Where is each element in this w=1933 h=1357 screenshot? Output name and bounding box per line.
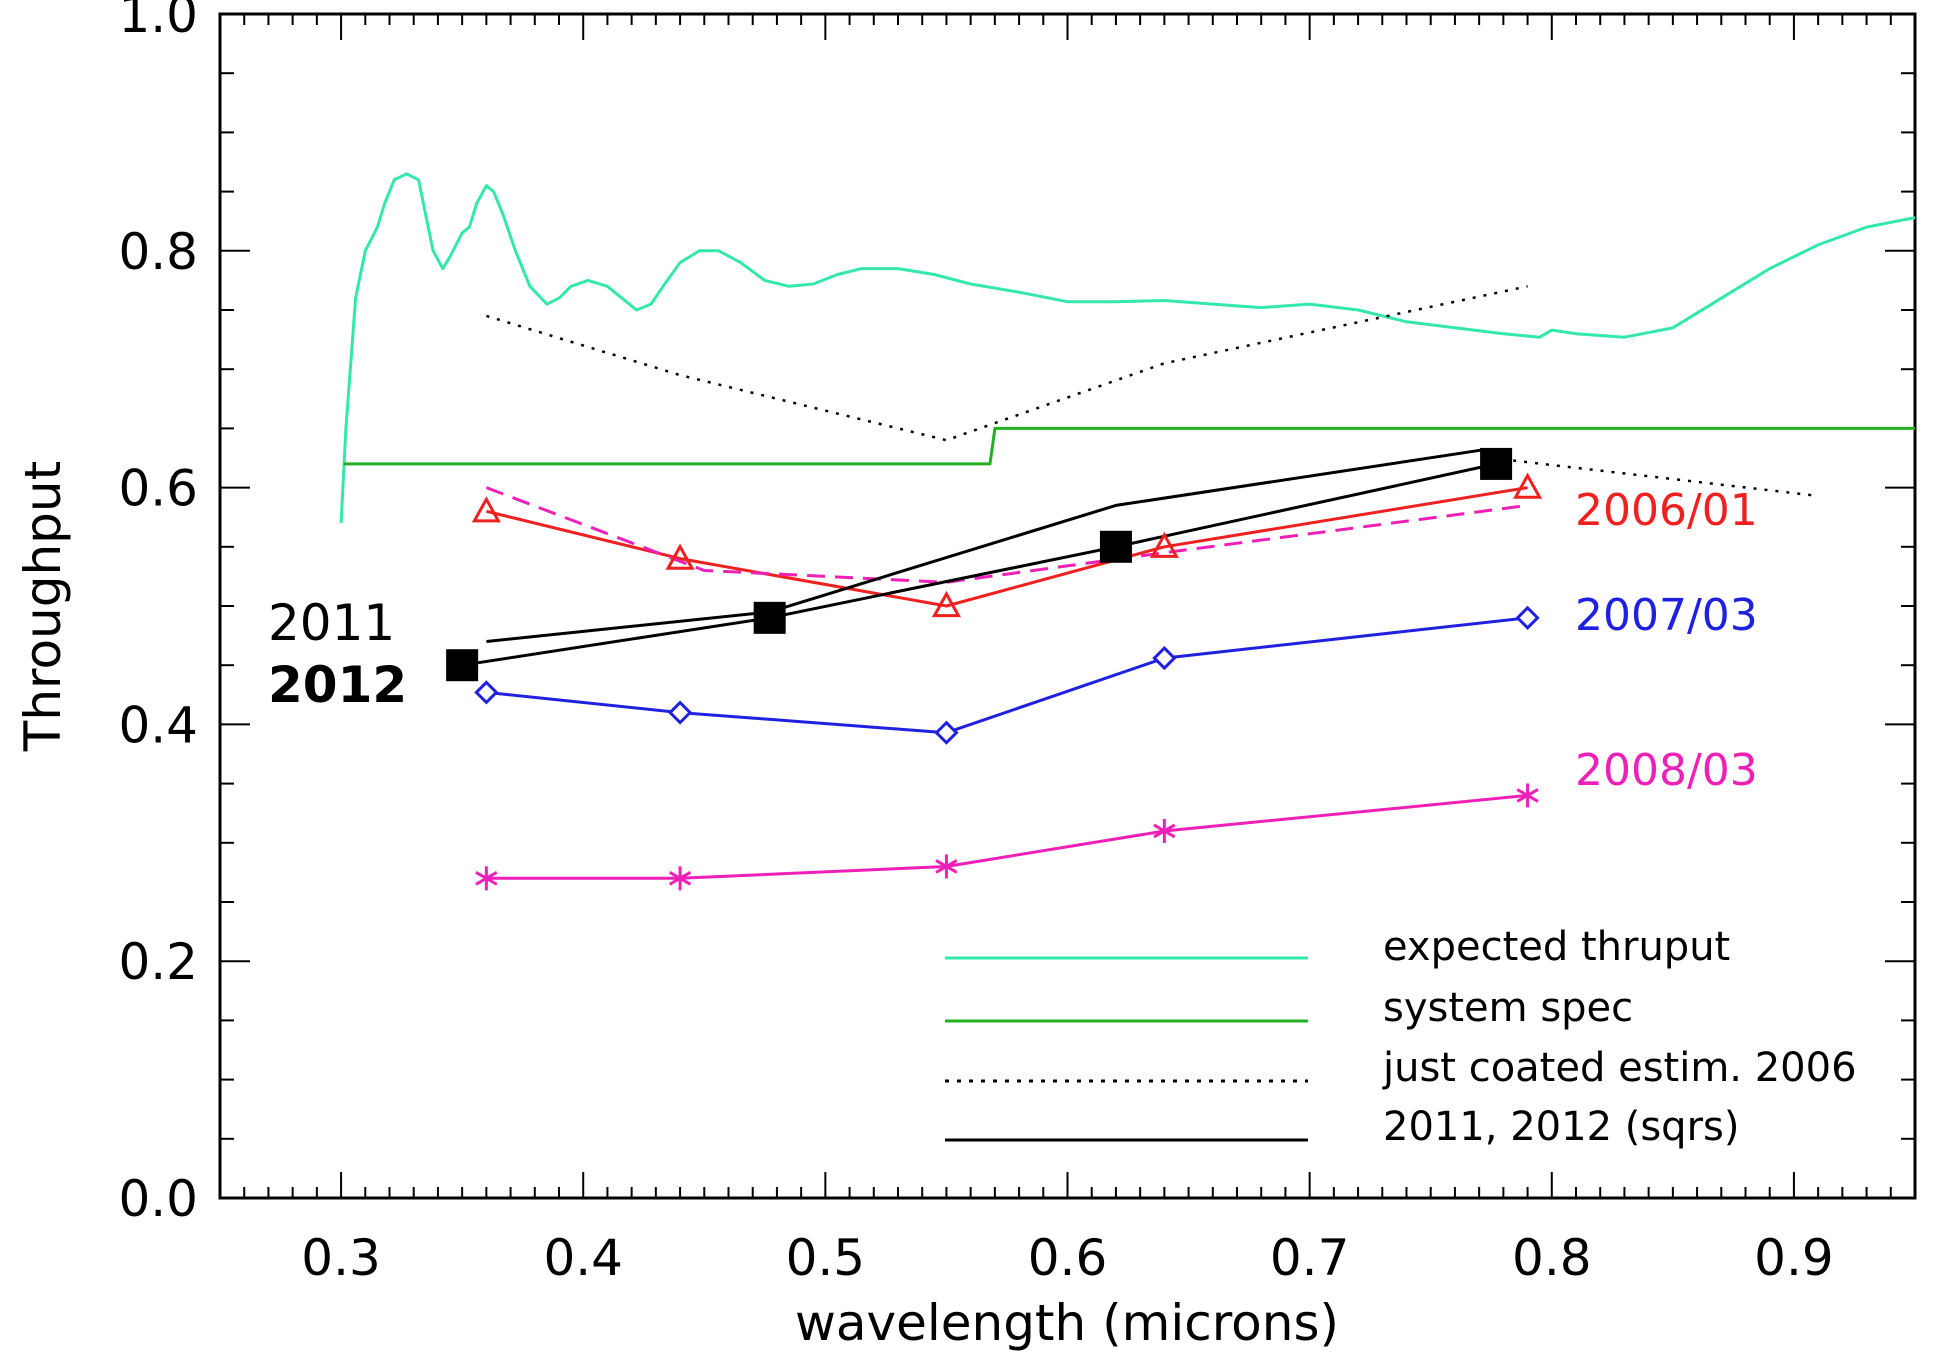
- marker-2012: [446, 649, 479, 682]
- year-label-2012: 2012: [268, 656, 407, 714]
- y-tick-label: 0.0: [118, 1170, 198, 1228]
- y-tick-label: 0.4: [118, 696, 198, 754]
- series-line-2007-03: [486, 616, 1528, 735]
- marker-2008-03: [935, 854, 958, 879]
- marker-2007-03: [1152, 645, 1177, 671]
- series-line-system-spec: [343, 426, 1915, 466]
- marker-2006-01: [1513, 472, 1543, 499]
- marker-2012: [753, 601, 786, 634]
- year-label-2011: 2011: [268, 594, 395, 652]
- x-tick-label: 0.4: [543, 1229, 623, 1287]
- x-tick-label: 0.7: [1270, 1229, 1350, 1287]
- marker-2006-01: [665, 543, 695, 570]
- x-tick-label: 0.9: [1754, 1229, 1834, 1287]
- marker-2006-01: [931, 590, 961, 618]
- y-tick-label: 1.0: [118, 0, 198, 44]
- marker-2006-01: [471, 496, 501, 523]
- x-tick-label: 0.8: [1512, 1229, 1592, 1287]
- series-label-2007-03: 2007/03: [1575, 590, 1758, 641]
- marker-2007-03: [934, 720, 959, 745]
- y-axis-title: Throughput: [14, 461, 72, 752]
- series-line-2011: [486, 448, 1485, 643]
- axis-tick-labels: 0.3 0.4 0.5 0.6 0.7 0.8 0.9 0.0 0.2 0.4 0.6 0.8 1.0: [118, 0, 1833, 1287]
- marker-2007-03: [474, 680, 499, 705]
- x-axis-title: wavelength (microns): [795, 1294, 1339, 1352]
- series-line-2008-03: [486, 793, 1528, 880]
- marker-2008-03: [668, 866, 692, 891]
- series-line-just-coated-2006: [486, 285, 1528, 442]
- series-label-2006-01: 2006/01: [1575, 485, 1758, 536]
- marker-2007-03: [667, 700, 693, 725]
- marker-2006-01: [1149, 531, 1179, 558]
- legend: expected thruput system spec just coated…: [945, 924, 1857, 1150]
- series-line-2006-01: [486, 486, 1528, 608]
- marker-2007-03: [1515, 605, 1540, 630]
- y-tick-label: 0.8: [118, 223, 198, 281]
- series-line-expected: [339, 172, 1916, 524]
- series-markers: [446, 447, 1543, 891]
- legend-label-just-coated: just coated estim. 2006: [1382, 1045, 1857, 1091]
- x-tick-label: 0.5: [786, 1229, 866, 1287]
- axis-ticks: [219, 13, 1916, 1199]
- marker-2012: [1480, 447, 1513, 480]
- series-line-2012: [461, 462, 1497, 667]
- x-tick-label: 0.3: [301, 1229, 381, 1287]
- legend-label-expected: expected thruput: [1383, 924, 1730, 970]
- y-tick-label: 0.6: [118, 460, 198, 518]
- legend-label-system-spec: system spec: [1383, 985, 1633, 1031]
- marker-2008-03: [475, 866, 498, 891]
- y-tick-label: 0.2: [118, 933, 198, 991]
- marker-2008-03: [1153, 818, 1176, 843]
- legend-label-2011-2012: 2011, 2012 (sqrs): [1383, 1104, 1739, 1150]
- series-label-2008-03: 2008/03: [1575, 745, 1758, 796]
- marker-2008-03: [1516, 783, 1539, 808]
- x-tick-label: 0.6: [1028, 1229, 1108, 1287]
- marker-2012: [1099, 530, 1132, 563]
- series-line-2006-01-dashed: [485, 486, 1528, 584]
